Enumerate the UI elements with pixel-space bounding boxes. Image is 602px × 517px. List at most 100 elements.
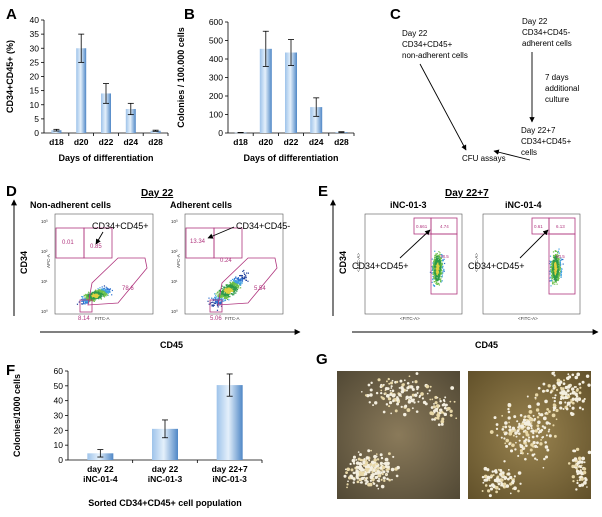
e-right-dots bbox=[548, 248, 564, 287]
event-dot bbox=[439, 252, 441, 254]
event-dot bbox=[551, 276, 554, 278]
colony-cell bbox=[375, 391, 379, 395]
event-dot bbox=[557, 275, 559, 277]
colony-cell bbox=[388, 405, 391, 408]
event-dot bbox=[221, 292, 223, 294]
event-dot bbox=[441, 274, 443, 276]
event-dot bbox=[432, 273, 434, 276]
colony-cell bbox=[546, 408, 550, 411]
colony-cell bbox=[382, 397, 385, 401]
y-tick-label: 500 bbox=[209, 36, 223, 46]
colony-cell bbox=[489, 430, 494, 434]
colony-cell bbox=[534, 393, 539, 397]
event-dot bbox=[432, 269, 434, 271]
d-left-gate-val-3: 78.6 bbox=[122, 286, 134, 292]
colony-cell bbox=[518, 424, 521, 427]
e-ylabel: CD34 bbox=[338, 251, 348, 274]
event-dot bbox=[87, 291, 90, 293]
event-dot bbox=[225, 289, 227, 291]
colony-cell bbox=[361, 391, 363, 393]
box1-line2: CD34+CD45+ bbox=[402, 40, 453, 49]
d-right-inner-x: FITC-A bbox=[225, 316, 240, 321]
colony-cell bbox=[536, 416, 540, 419]
event-dot bbox=[223, 286, 225, 288]
bar bbox=[285, 52, 297, 133]
colony-cell bbox=[524, 457, 527, 461]
colony-cell bbox=[575, 488, 578, 491]
colony-cell bbox=[566, 389, 570, 393]
event-dot bbox=[105, 295, 107, 297]
colony-cell bbox=[356, 476, 359, 480]
event-dot bbox=[437, 265, 439, 267]
y-axis-label: CD34+CD45+ (%) bbox=[5, 40, 15, 113]
event-dot bbox=[437, 280, 439, 282]
e-right-plot-frame bbox=[482, 213, 581, 315]
event-dot bbox=[441, 256, 443, 258]
event-dot bbox=[431, 266, 434, 268]
event-dot bbox=[84, 294, 86, 297]
event-dot bbox=[224, 289, 226, 291]
event-dot bbox=[552, 272, 554, 275]
event-dot bbox=[442, 255, 444, 257]
colony-cell bbox=[428, 389, 431, 392]
event-dot bbox=[230, 279, 232, 282]
colony-cell bbox=[572, 480, 575, 483]
colony-cell bbox=[586, 486, 588, 488]
event-dot bbox=[437, 266, 439, 269]
event-dot bbox=[237, 281, 239, 283]
colony-cell bbox=[530, 427, 533, 430]
event-dot bbox=[94, 298, 97, 300]
event-dot bbox=[208, 303, 210, 305]
panel-e-title: Day 22+7 bbox=[445, 188, 489, 199]
colony-cell bbox=[555, 388, 559, 392]
colony-cell bbox=[375, 484, 379, 487]
event-dot bbox=[550, 269, 552, 271]
event-dot bbox=[226, 292, 228, 294]
colony-cell bbox=[411, 393, 415, 397]
event-dot bbox=[92, 300, 95, 302]
event-dot bbox=[104, 289, 107, 291]
colony-cell bbox=[543, 457, 546, 461]
colony-cell bbox=[574, 464, 578, 468]
event-dot bbox=[562, 263, 564, 265]
colony-cell bbox=[572, 401, 575, 405]
colony-cell bbox=[377, 487, 380, 490]
event-dot bbox=[434, 269, 436, 271]
event-dot bbox=[240, 283, 242, 285]
event-dot bbox=[214, 302, 216, 305]
event-dot bbox=[100, 290, 102, 292]
event-dot bbox=[550, 264, 552, 266]
event-dot bbox=[227, 294, 230, 296]
event-dot bbox=[434, 278, 436, 280]
colony-cell bbox=[406, 386, 410, 390]
event-dot bbox=[104, 288, 106, 290]
colony-cell bbox=[523, 439, 527, 443]
colony-cell bbox=[537, 420, 541, 425]
event-dot bbox=[554, 250, 557, 252]
y-tick-label: 400 bbox=[209, 54, 223, 64]
event-dot bbox=[560, 259, 562, 261]
event-dot bbox=[560, 274, 562, 276]
event-dot bbox=[557, 277, 559, 279]
colony-cell bbox=[359, 481, 362, 484]
colony-cell bbox=[548, 434, 552, 438]
colony-cell bbox=[517, 432, 521, 436]
event-dot bbox=[82, 297, 84, 299]
colony-cell bbox=[408, 399, 411, 401]
colony-cell bbox=[536, 427, 540, 431]
colony-cell bbox=[447, 406, 451, 410]
colony-cell bbox=[407, 400, 412, 404]
event-dot bbox=[438, 284, 441, 286]
colony-cell bbox=[488, 494, 492, 498]
event-dot bbox=[92, 293, 95, 295]
event-dot bbox=[82, 300, 85, 302]
event-dot bbox=[233, 283, 235, 285]
colony-cell bbox=[505, 484, 510, 488]
colony-cell bbox=[391, 478, 393, 481]
colony-cell bbox=[504, 442, 507, 445]
event-dot bbox=[227, 291, 229, 293]
event-dot bbox=[439, 267, 441, 269]
event-dot bbox=[217, 298, 219, 300]
colony-cell bbox=[364, 478, 367, 481]
event-dot bbox=[234, 282, 236, 285]
